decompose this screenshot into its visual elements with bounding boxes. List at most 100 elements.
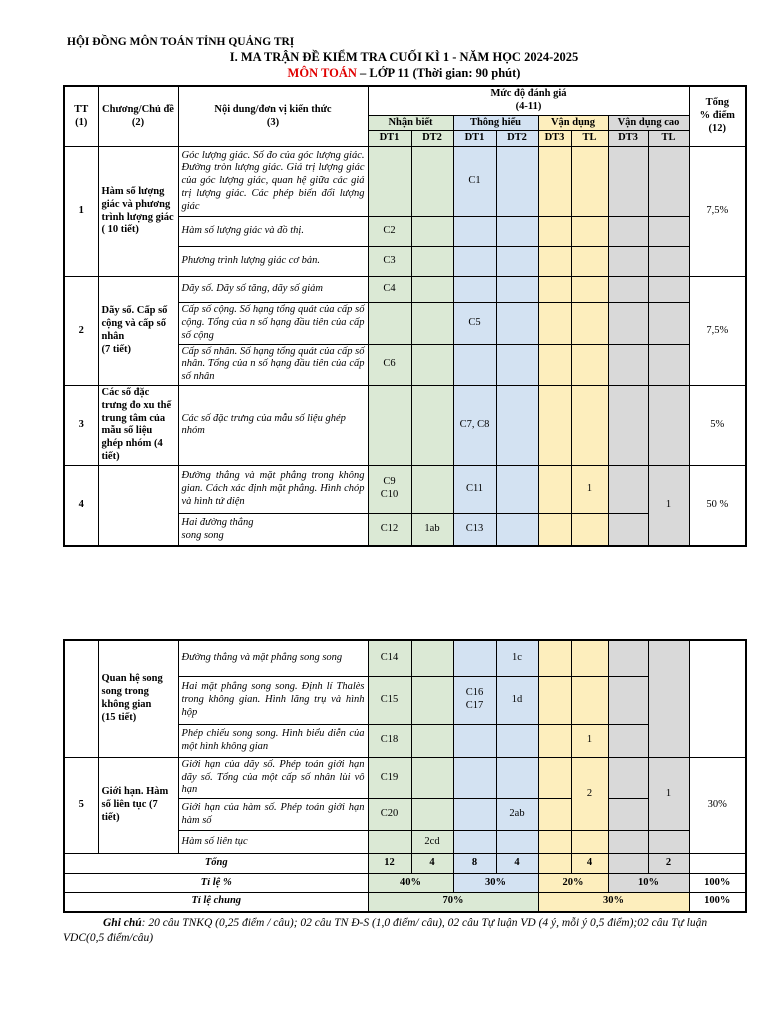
matrix-cell xyxy=(410,246,454,278)
total-percent-4-continued xyxy=(688,639,747,758)
header-chapter: Chương/Chủ đề (2) xyxy=(97,85,179,148)
matrix-cell xyxy=(452,798,497,832)
cell-c15: C15 xyxy=(367,675,412,725)
content-unit: Giới hạn của dãy số. Phép toán giới hạn … xyxy=(177,756,369,800)
cell-c12: C12 xyxy=(367,512,412,547)
header-assessment-levels: Mức độ đánh giá (4-11) xyxy=(367,85,690,116)
total-percent-5: 30% xyxy=(688,756,747,855)
chapter-4: Quan hệ song song trong không gian (15 ti… xyxy=(97,639,179,758)
content-unit: Dãy số. Dãy số tăng, dãy số giảm xyxy=(177,276,369,304)
matrix-cell xyxy=(452,216,497,248)
subject-name: MÔN TOÁN xyxy=(287,66,357,80)
cell-c3: C3 xyxy=(367,246,412,278)
matrix-table-page-2: Quan hệ song song trong không gian (15 ti… xyxy=(63,639,747,913)
cell-vd-tl-1b: 1 xyxy=(570,723,609,758)
matrix-cell xyxy=(647,146,690,218)
matrix-cell xyxy=(607,464,649,514)
content-unit: Các số đặc trưng của mẫu số liệu ghép nh… xyxy=(177,384,369,466)
matrix-cell xyxy=(607,756,649,800)
chapter-4-empty xyxy=(97,464,179,547)
matrix-cell xyxy=(607,246,649,278)
matrix-cell xyxy=(410,723,454,758)
cell-c11: C11 xyxy=(452,464,497,514)
matrix-cell xyxy=(537,798,572,832)
matrix-cell xyxy=(410,798,454,832)
matrix-cell xyxy=(410,216,454,248)
matrix-cell xyxy=(570,830,609,855)
total-percent-2: 7,5% xyxy=(688,276,747,386)
matrix-cell xyxy=(647,343,690,386)
matrix-cell xyxy=(570,276,609,304)
tt-3: 3 xyxy=(63,384,99,466)
matrix-cell xyxy=(452,276,497,304)
cell-c16-c17: C16 C17 xyxy=(452,675,497,725)
matrix-cell xyxy=(537,723,572,758)
matrix-cell xyxy=(410,146,454,218)
tt-4: 4 xyxy=(63,464,99,547)
header-tl-vdc: TL xyxy=(647,130,690,148)
rate-common-total: 100% xyxy=(688,892,747,913)
matrix-cell xyxy=(410,675,454,725)
cell-1ab: 1ab xyxy=(410,512,454,547)
sum-th-dt1: 8 xyxy=(452,853,497,875)
cell-1c: 1c xyxy=(495,639,539,677)
matrix-cell xyxy=(537,146,572,218)
cell-c4: C4 xyxy=(367,276,412,304)
matrix-cell xyxy=(537,853,572,875)
matrix-cell xyxy=(495,216,539,248)
content-unit: Cấp số nhân. Số hạng tổng quát của cấp s… xyxy=(177,343,369,386)
matrix-cell xyxy=(452,723,497,758)
cell-2cd: 2cd xyxy=(410,830,454,855)
row-label-tong: Tổng xyxy=(63,853,369,875)
content-unit: Hai đường thẳng song song xyxy=(177,512,369,547)
matrix-cell xyxy=(410,276,454,304)
matrix-cell xyxy=(607,216,649,248)
cell-c20: C20 xyxy=(367,798,412,832)
header-dt3-vdc: DT3 xyxy=(607,130,649,148)
cell-c2: C2 xyxy=(367,216,412,248)
total-percent-1: 7,5% xyxy=(688,146,747,278)
org-title: HỘI ĐỒNG MÔN TOÁN TỈNH QUẢNG TRỊ xyxy=(67,36,295,48)
matrix-cell xyxy=(495,830,539,855)
matrix-cell xyxy=(495,302,539,345)
matrix-cell xyxy=(495,756,539,800)
rate-common-nb-th: 70% xyxy=(367,892,539,913)
content-unit: Phép chiếu song song. Hình biểu diễn của… xyxy=(177,723,369,758)
matrix-cell xyxy=(537,276,572,304)
header-van-dung: Vận dụng xyxy=(537,114,609,132)
tt-5: 5 xyxy=(63,756,99,855)
matrix-cell xyxy=(537,216,572,248)
matrix-cell xyxy=(607,302,649,345)
content-unit: Hàm số liên tục xyxy=(177,830,369,855)
matrix-cell xyxy=(537,512,572,547)
rate-vd: 20% xyxy=(537,873,609,894)
matrix-cell xyxy=(367,830,412,855)
matrix-cell xyxy=(537,464,572,514)
matrix-cell xyxy=(607,723,649,758)
sum-nb-dt1: 12 xyxy=(367,853,412,875)
sum-total-blank xyxy=(688,853,747,875)
matrix-cell xyxy=(537,639,572,677)
row-label-ti-le-chung: Tỉ lệ chung xyxy=(63,892,369,913)
content-unit: Hàm số lượng giác và đồ thị. xyxy=(177,216,369,248)
sum-vd-tl: 4 xyxy=(570,853,609,875)
header-dt2-nb: DT2 xyxy=(410,130,454,148)
cell-1d: 1d xyxy=(495,675,539,725)
matrix-cell xyxy=(570,639,609,677)
matrix-cell xyxy=(537,675,572,725)
header-total-percent: Tổng% điểm (12) xyxy=(688,85,747,148)
cell-c14: C14 xyxy=(367,639,412,677)
matrix-cell xyxy=(495,384,539,466)
cell-c18: C18 xyxy=(367,723,412,758)
sum-vdc-tl: 2 xyxy=(647,853,690,875)
matrix-cell xyxy=(410,384,454,466)
cell-c6: C6 xyxy=(367,343,412,386)
matrix-table-page-1: TT (1) Chương/Chủ đề (2) Nội dung/đơn vị kiế… xyxy=(63,85,748,548)
matrix-cell xyxy=(607,146,649,218)
matrix-cell xyxy=(537,756,572,800)
cell-vdc-tl-1b: 1 xyxy=(647,756,690,832)
matrix-cell xyxy=(495,246,539,278)
matrix-cell xyxy=(537,384,572,466)
sum-nb-dt2: 4 xyxy=(410,853,454,875)
matrix-cell xyxy=(607,512,649,547)
